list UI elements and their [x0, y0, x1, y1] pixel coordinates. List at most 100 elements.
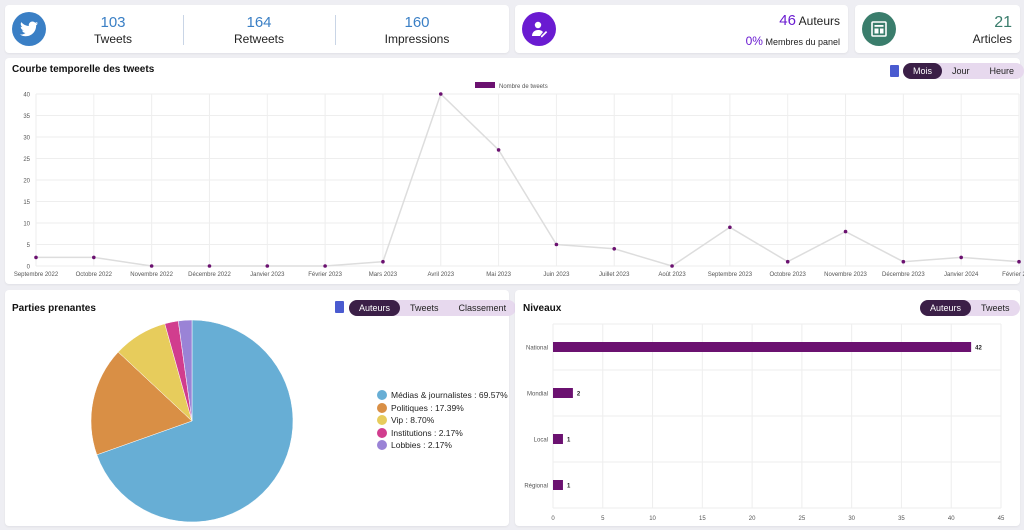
- y-tick-label: 20: [23, 179, 30, 185]
- retweets-label: Retweets: [233, 32, 285, 46]
- data-point: [554, 242, 559, 247]
- x-tick-label: Février 2023: [308, 272, 342, 278]
- x-tick-label: Octobre 2023: [770, 272, 807, 278]
- x-tick-label: 30: [848, 516, 855, 522]
- stakeholders-toggle: Auteurs Tweets Classement: [349, 300, 517, 316]
- legend-swatch: [377, 415, 387, 426]
- x-tick-label: Mai 2023: [486, 272, 511, 278]
- tab-tweets[interactable]: Tweets: [981, 303, 1010, 313]
- legend-label: Politiques : 17.39%: [391, 402, 464, 413]
- legend-swatch: [377, 427, 387, 438]
- x-tick-label: 20: [749, 516, 756, 522]
- tab-tweets[interactable]: Tweets: [410, 303, 439, 313]
- data-point: [438, 92, 443, 96]
- x-tick-label: Décembre 2023: [882, 272, 925, 278]
- x-tick-label: Avril 2023: [427, 272, 454, 278]
- x-tick-label: 10: [649, 516, 656, 522]
- panel-percent: 0%: [745, 34, 763, 48]
- x-tick-label: Septembre 2022: [14, 272, 59, 278]
- x-tick-label: Février 2024: [1002, 272, 1024, 278]
- impressions-label: Impressions: [384, 32, 450, 46]
- authors-count-row: 46 Auteurs: [779, 12, 840, 29]
- tab-auteurs[interactable]: Auteurs: [920, 300, 972, 316]
- x-tick-label: 0: [551, 516, 555, 522]
- tab-heure[interactable]: Heure: [989, 66, 1015, 76]
- tab-auteurs[interactable]: Auteurs: [349, 300, 401, 316]
- data-point: [149, 264, 154, 268]
- x-tick-label: 45: [998, 516, 1005, 522]
- legend-label: Médias & journalistes : 69.57%: [391, 390, 508, 401]
- x-tick-label: Novembre 2022: [130, 272, 173, 278]
- tab-mois[interactable]: Mois: [903, 63, 943, 79]
- timeline-card: Courbe temporelle des tweets Mois Jour H…: [5, 58, 1024, 284]
- articles-count: 21: [994, 14, 1012, 31]
- legend-item[interactable]: Médias & journalistes : 69.57%: [377, 389, 508, 402]
- y-tick-label: National: [526, 346, 548, 352]
- export-calendar-icon[interactable]: [890, 65, 899, 77]
- legend-item[interactable]: Vip : 8.70%: [377, 414, 508, 427]
- x-tick-label: 5: [601, 516, 605, 522]
- legend-swatch: [377, 390, 387, 401]
- x-tick-label: Octobre 2022: [76, 272, 113, 278]
- x-tick-label: 40: [948, 516, 955, 522]
- data-point: [207, 264, 212, 268]
- legend-swatch: [377, 440, 387, 451]
- levels-card: Niveaux Auteurs Tweets: [515, 290, 1020, 526]
- bar: [553, 480, 563, 490]
- data-point: [785, 259, 790, 264]
- bar: [553, 434, 563, 444]
- data-point: [1017, 259, 1021, 264]
- y-tick-label: Mondial: [527, 392, 548, 398]
- newspaper-icon: [862, 12, 896, 46]
- data-point: [496, 148, 501, 152]
- data-point: [323, 264, 327, 268]
- bar-value-label: 42: [975, 346, 982, 352]
- x-tick-label: Janvier 2024: [944, 272, 979, 278]
- retweets-stat: 164 Retweets: [204, 14, 314, 46]
- bar-value-label: 2: [577, 392, 581, 398]
- legend-label: Vip : 8.70%: [391, 415, 435, 426]
- bar: [553, 388, 573, 398]
- data-point: [670, 264, 674, 268]
- twitter-icon: [12, 12, 46, 46]
- legend-item[interactable]: Politiques : 17.39%: [377, 402, 508, 415]
- levels-bar-chart: 0 5 10 15 20 25 30 35 40 45 National 42 Mondial 2 Loca…: [524, 323, 1005, 522]
- tweets-label: Tweets: [93, 32, 132, 46]
- x-tick-label: Août 2023: [658, 272, 686, 278]
- y-tick-label: Local: [534, 438, 548, 444]
- articles-card: 21 Articles: [855, 5, 1020, 53]
- y-tick-label: 0: [27, 265, 31, 271]
- legend-label: Nombre de tweets: [499, 84, 548, 90]
- pie-slice: [90, 351, 193, 456]
- x-tick-label: Septembre 2023: [708, 272, 753, 278]
- articles-label: Articles: [972, 32, 1012, 46]
- legend-label: Institutions : 2.17%: [391, 427, 463, 438]
- legend-item[interactable]: Lobbies : 2.17%: [377, 439, 508, 452]
- legend-item[interactable]: Institutions : 2.17%: [377, 427, 508, 440]
- panel-row: 0% Membres du panel: [746, 34, 840, 48]
- x-tick-label: Janvier 2023: [250, 272, 285, 278]
- x-tick-label: 35: [898, 516, 905, 522]
- data-point: [92, 255, 96, 260]
- x-tick-label: Juin 2023: [543, 272, 570, 278]
- social-stats-card: 103 Tweets 164 Retweets 160 Impressions: [5, 5, 509, 53]
- pie-slice: [177, 319, 193, 422]
- data-point: [901, 259, 906, 264]
- timeline-granularity-toggle: Mois Jour Heure: [903, 63, 1024, 79]
- authors-card: 46 Auteurs 0% Membres du panel: [515, 5, 848, 53]
- tab-jour[interactable]: Jour: [952, 66, 970, 76]
- data-point: [381, 259, 385, 264]
- x-tick-label: Juillet 2023: [599, 272, 630, 278]
- y-tick-label: 10: [23, 222, 30, 228]
- legend-swatch: [475, 82, 495, 88]
- tweets-line-chart: 0 5 10 15 20 25 30 35 40 Septembre 2022 Octobre 20…: [14, 82, 1024, 278]
- export-calendar-icon[interactable]: [335, 301, 344, 313]
- y-tick-label: 5: [27, 243, 31, 249]
- x-tick-label: 25: [799, 516, 806, 522]
- series-line: [36, 92, 1020, 267]
- bar-value-label: 1: [567, 438, 571, 444]
- impressions-stat: 160 Impressions: [362, 14, 472, 46]
- tab-classement[interactable]: Classement: [458, 303, 507, 313]
- authors-label: Auteurs: [798, 14, 840, 28]
- authors-count: 46: [779, 12, 796, 29]
